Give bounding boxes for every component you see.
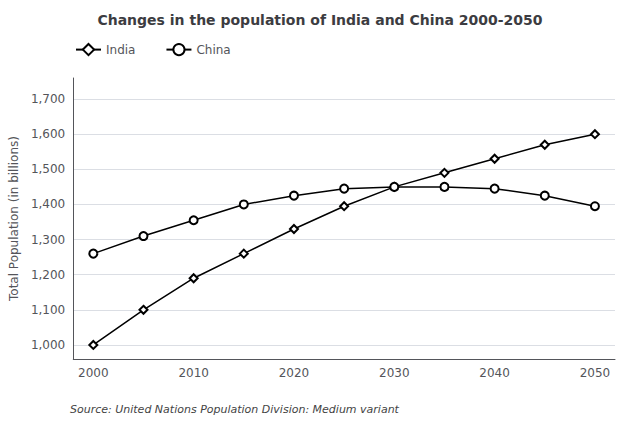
svg-text:Source: United Nations Populat: Source: United Nations Population Divisi… — [70, 403, 400, 416]
svg-text:China: China — [196, 43, 230, 57]
svg-text:1,700: 1,700 — [31, 92, 65, 106]
svg-text:1,300: 1,300 — [31, 233, 65, 247]
svg-text:1,600: 1,600 — [31, 127, 65, 141]
svg-text:1,000: 1,000 — [31, 338, 65, 352]
svg-text:India: India — [106, 43, 135, 57]
svg-text:Total Population (in billions): Total Population (in billions) — [7, 136, 21, 302]
svg-text:1,100: 1,100 — [31, 303, 65, 317]
svg-text:2040: 2040 — [479, 366, 510, 380]
svg-text:2010: 2010 — [178, 366, 209, 380]
svg-text:2030: 2030 — [379, 366, 410, 380]
svg-text:2000: 2000 — [78, 366, 109, 380]
svg-text:1,400: 1,400 — [31, 197, 65, 211]
svg-text:2050: 2050 — [580, 366, 611, 380]
svg-text:1,200: 1,200 — [31, 268, 65, 282]
svg-text:1,500: 1,500 — [31, 162, 65, 176]
svg-text:Changes in the population of I: Changes in the population of India and C… — [97, 12, 542, 28]
svg-text:2020: 2020 — [279, 366, 310, 380]
